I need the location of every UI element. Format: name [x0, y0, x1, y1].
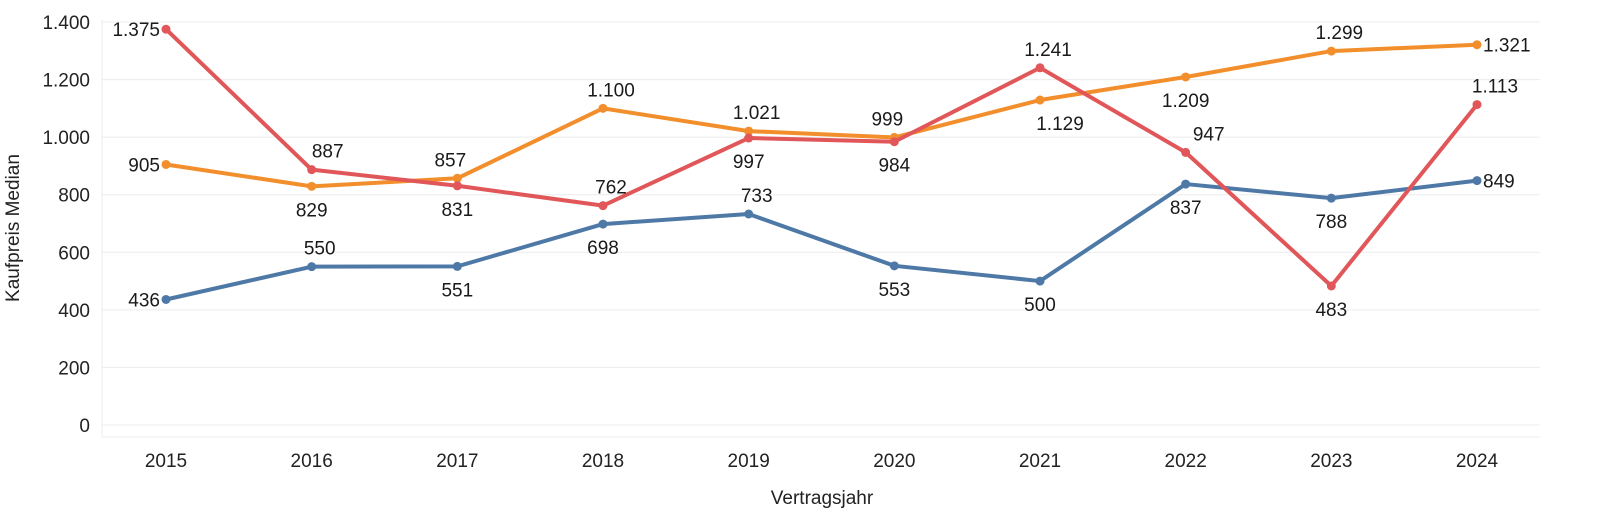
data-label: 698 [587, 238, 619, 259]
data-point [161, 294, 171, 304]
series-line [164, 27, 1479, 288]
data-label: 849 [1483, 172, 1515, 193]
data-label: 1.129 [1036, 114, 1084, 135]
x-tick-label: 2016 [291, 451, 333, 472]
gridlines [101, 20, 1540, 438]
x-tick-label: 2023 [1310, 451, 1352, 472]
y-tick-label: 200 [58, 358, 90, 379]
y-tick-label: 0 [79, 416, 90, 437]
data-point [307, 262, 317, 272]
data-label: 551 [441, 280, 473, 301]
data-label: 984 [878, 156, 910, 177]
data-label: 1.375 [112, 20, 160, 41]
y-tick-label: 1.000 [42, 128, 90, 149]
data-label: 500 [1024, 295, 1056, 316]
x-tick-label: 2024 [1456, 451, 1499, 472]
x-tick-label: 2018 [582, 451, 624, 472]
data-point [452, 181, 462, 191]
data-point [307, 165, 317, 175]
data-point [744, 126, 754, 136]
data-point [744, 133, 754, 143]
data-label: 788 [1315, 212, 1347, 233]
data-point [889, 261, 899, 271]
data-point [1472, 176, 1482, 186]
data-label: 550 [304, 239, 336, 260]
data-point [452, 173, 462, 183]
x-tick-label: 2020 [873, 451, 915, 472]
data-point [1181, 179, 1191, 189]
data-label: 887 [312, 142, 344, 163]
data-point [598, 201, 608, 211]
x-tick-label: 2017 [436, 451, 478, 472]
data-point [1035, 276, 1045, 286]
data-point [1326, 193, 1336, 203]
x-tick-label: 2019 [728, 451, 770, 472]
series-2 [161, 40, 1482, 191]
series-1 [161, 176, 1482, 304]
data-label: 436 [128, 290, 160, 311]
data-label: 837 [1170, 198, 1202, 219]
data-point [598, 103, 608, 113]
data-label: 762 [595, 178, 627, 199]
series-3 [161, 24, 1482, 291]
data-label: 999 [871, 109, 903, 130]
data-point [598, 219, 608, 229]
y-tick-label: 400 [58, 301, 90, 322]
data-label: 1.113 [1472, 77, 1518, 98]
x-tick-label: 2022 [1165, 451, 1207, 472]
data-point [161, 159, 171, 169]
data-label: 1.241 [1024, 40, 1072, 61]
data-labels: 436 550 551 698 733 553 500 837 788 849 905 829 857 1… [112, 20, 1530, 321]
data-label: 1.299 [1316, 23, 1364, 44]
data-label: 483 [1315, 300, 1347, 321]
series-line [164, 42, 1479, 189]
y-axis-title: Kaufpreis Median [3, 154, 24, 302]
data-point [1472, 100, 1482, 110]
data-label: 947 [1193, 124, 1225, 145]
data-point [1181, 72, 1191, 82]
data-label: 831 [441, 200, 473, 221]
series-group [161, 24, 1482, 304]
y-axis: 0 200 400 600 800 1.000 1.200 1.400 [42, 13, 90, 437]
data-point [1326, 46, 1336, 56]
series-line [164, 178, 1479, 302]
y-tick-label: 1.200 [42, 71, 90, 92]
x-tick-label: 2015 [145, 451, 187, 472]
y-tick-label: 600 [58, 243, 90, 264]
data-label: 1.100 [587, 80, 635, 101]
y-tick-label: 1.400 [42, 13, 90, 34]
data-label: 733 [741, 186, 773, 207]
data-point [1035, 95, 1045, 105]
data-label: 1.321 [1483, 36, 1531, 57]
data-point [1181, 147, 1191, 157]
data-label: 997 [733, 152, 765, 173]
data-point [1326, 281, 1336, 291]
data-point [1035, 63, 1045, 73]
x-axis-title: Vertragsjahr [771, 488, 874, 509]
data-point [161, 24, 171, 34]
data-label: 1.021 [733, 103, 781, 124]
data-point [307, 181, 317, 191]
data-point [744, 209, 754, 219]
y-tick-label: 800 [58, 186, 90, 207]
data-label: 829 [296, 200, 328, 221]
x-axis: 2015 2016 2017 2018 2019 2020 2021 2022 2023 2024 [145, 451, 1499, 472]
data-point [889, 137, 899, 147]
data-label: 857 [434, 150, 466, 171]
data-label: 553 [878, 280, 910, 301]
data-label: 905 [128, 155, 160, 176]
data-point [452, 261, 462, 271]
data-point [1472, 40, 1482, 50]
data-label: 1.209 [1162, 91, 1210, 112]
x-tick-label: 2021 [1019, 451, 1061, 472]
